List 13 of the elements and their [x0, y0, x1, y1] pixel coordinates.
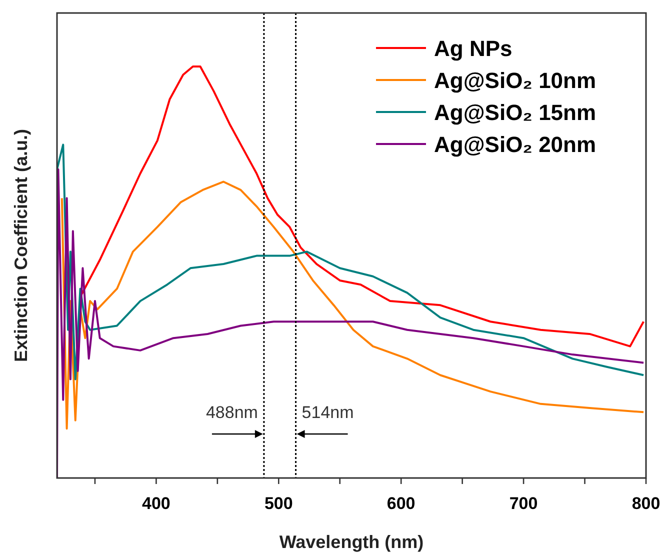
legend-label: Ag@SiO₂ 20nm	[434, 132, 596, 157]
ref-line-label: 514nm	[302, 403, 354, 422]
legend-label: Ag NPs	[434, 36, 512, 61]
x-tick-label: 800	[632, 494, 660, 513]
ref-line-label: 488nm	[206, 403, 258, 422]
x-tick-label: 700	[509, 494, 538, 513]
x-tick-label: 400	[142, 494, 170, 513]
y-axis-title: Extinction Coefficient (a.u.)	[11, 128, 31, 362]
legend-label: Ag@SiO₂ 15nm	[434, 100, 596, 125]
x-tick-label: 500	[264, 494, 293, 513]
x-tick-label: 600	[386, 494, 416, 513]
legend-label: Ag@SiO₂ 10nm	[434, 68, 596, 93]
x-axis-title: Wavelength (nm)	[279, 532, 424, 552]
